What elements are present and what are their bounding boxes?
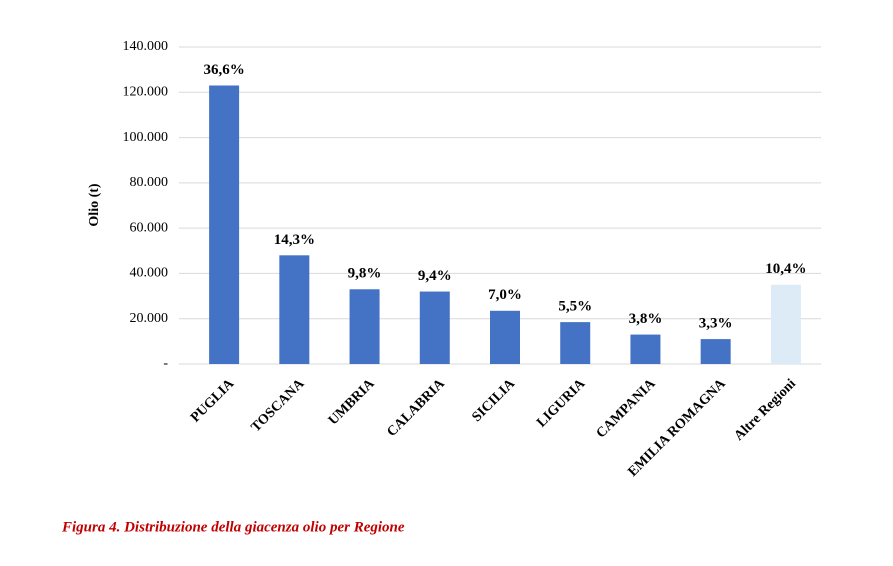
data-label: 3,8% — [629, 311, 663, 327]
y-tick-label: 60.000 — [130, 220, 169, 235]
bar — [279, 255, 310, 364]
data-label: 5,5% — [558, 299, 592, 315]
x-tick-label: LIGURIA — [534, 376, 589, 431]
y-tick-label: 100.000 — [123, 130, 169, 145]
bar — [349, 289, 380, 364]
x-tick-label: TOSCANA — [249, 376, 308, 435]
bar — [419, 291, 450, 364]
x-tick-label: PUGLIA — [188, 376, 238, 426]
data-label: 3,3% — [699, 316, 733, 332]
y-tick-label: 40.000 — [130, 266, 169, 281]
bar — [770, 284, 801, 364]
x-tick-label: UMBRIA — [326, 376, 378, 428]
x-tick-label: CALABRIA — [384, 376, 448, 440]
data-label: 10,4% — [765, 261, 806, 277]
y-tick-label: 140.000 — [123, 39, 169, 54]
y-tick-label: 80.000 — [130, 175, 169, 190]
y-tick-label: - — [163, 356, 168, 371]
bar — [209, 85, 240, 364]
bar — [700, 339, 731, 364]
data-label: 9,8% — [348, 266, 382, 282]
bar — [630, 334, 661, 364]
data-label: 7,0% — [488, 287, 522, 303]
caption: Figura 4. Distribuzione della giacenza o… — [61, 519, 405, 535]
bar — [560, 322, 591, 364]
y-tick-label: 20.000 — [130, 311, 169, 326]
y-axis-label: Olio (t) — [87, 183, 102, 226]
x-tick-label: SICILIA — [470, 376, 519, 425]
bar — [490, 310, 520, 364]
x-tick-label: CAMPANIA — [594, 376, 659, 441]
data-label: 36,6% — [203, 62, 244, 78]
x-tick-label: Altre Regioni — [732, 376, 799, 443]
y-tick-label: 120.000 — [123, 85, 169, 100]
data-label: 9,4% — [418, 268, 452, 284]
data-label: 14,3% — [274, 232, 315, 248]
